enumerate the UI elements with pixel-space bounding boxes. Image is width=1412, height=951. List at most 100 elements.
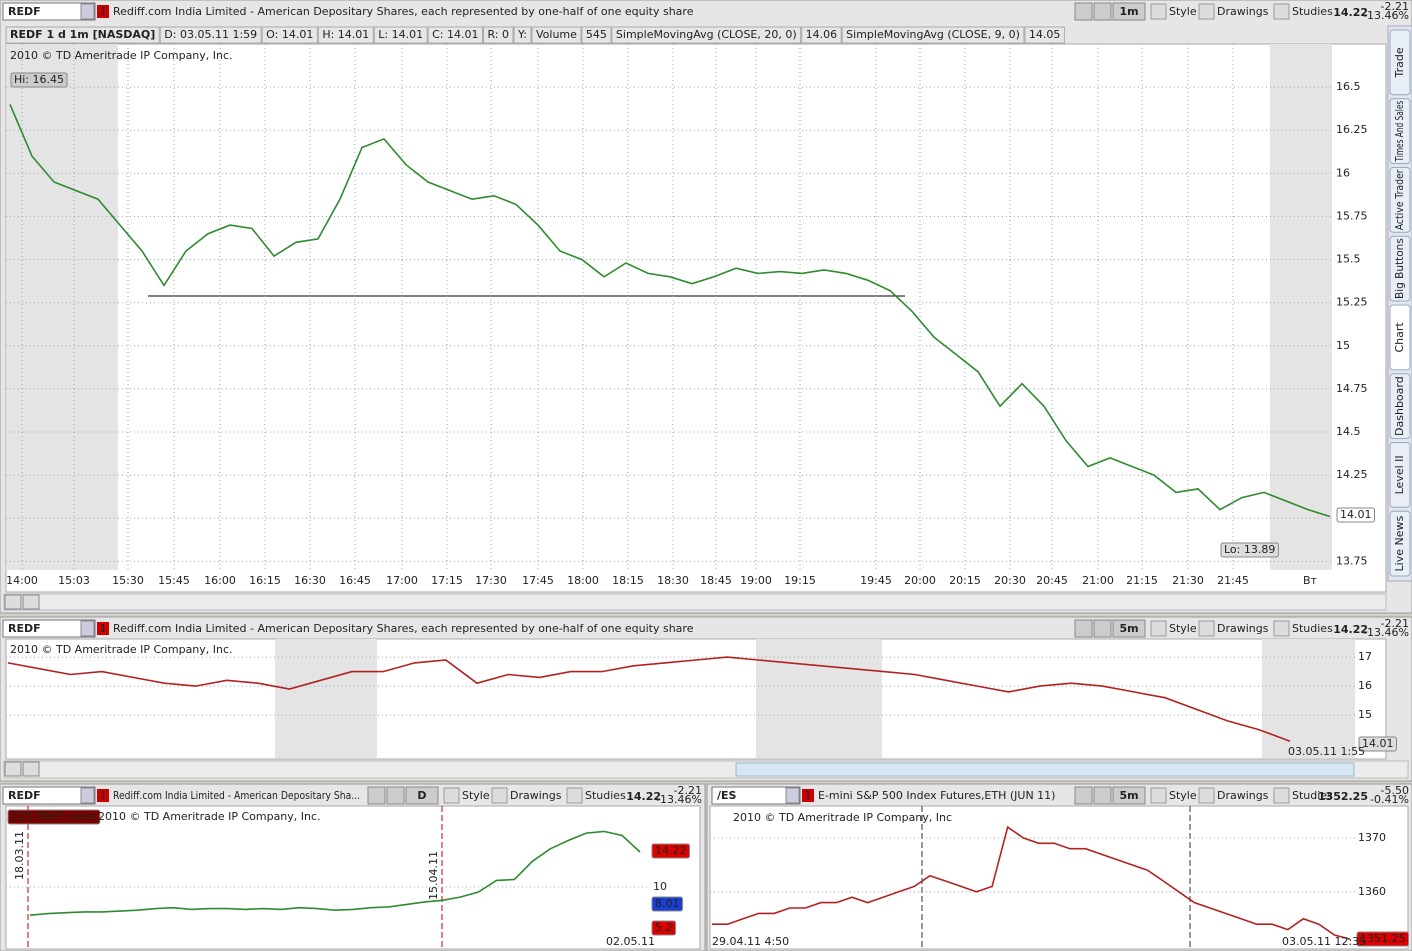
- symbol-dropdown[interactable]: [80, 787, 95, 804]
- side-tab-label[interactable]: Active Trader: [1393, 169, 1406, 230]
- info-field: C: 14.01: [432, 28, 478, 41]
- button-icon[interactable]: [1150, 787, 1167, 804]
- y-tick-label: 15: [1358, 708, 1372, 721]
- session-shade: [756, 639, 882, 758]
- toolbar-button[interactable]: Drawings: [1217, 622, 1269, 635]
- symbol-box[interactable]: [2, 2, 96, 21]
- symbol-box[interactable]: [2, 619, 96, 638]
- info-cell: [611, 26, 802, 44]
- x-tick-label: 15:30: [112, 574, 144, 587]
- button-icon[interactable]: [443, 787, 460, 804]
- button-icon[interactable]: [566, 787, 583, 804]
- side-tab-label[interactable]: Level II: [1393, 455, 1406, 494]
- tool-icon[interactable]: [1093, 619, 1112, 638]
- y-tick-label: 16.5: [1336, 80, 1361, 93]
- toolbar-button[interactable]: Studies: [1292, 789, 1333, 802]
- y-tick-label: 14.25: [1336, 468, 1368, 481]
- last-price: 14.22: [1333, 6, 1368, 19]
- button-icon[interactable]: [491, 787, 508, 804]
- net-change: -2.21: [674, 784, 702, 797]
- symbol-dropdown[interactable]: [80, 3, 95, 20]
- side-tab[interactable]: [1389, 235, 1411, 302]
- symbol-box[interactable]: [2, 786, 96, 805]
- side-tab-label[interactable]: Live News: [1393, 516, 1406, 572]
- session-shade: [1262, 639, 1355, 758]
- button-icon[interactable]: [1198, 787, 1215, 804]
- side-tab-label[interactable]: Dashboard: [1393, 376, 1406, 436]
- tool-icon[interactable]: [1074, 2, 1093, 21]
- info-cell: [483, 26, 514, 44]
- chart-label: 15.04.11: [427, 851, 440, 900]
- side-tab-label[interactable]: Big Buttons: [1393, 238, 1406, 299]
- tool-icon[interactable]: [386, 786, 405, 805]
- x-tick-label: 21:45: [1217, 574, 1249, 587]
- scroll-thumb[interactable]: [735, 762, 1355, 777]
- toolbar-button[interactable]: Drawings: [510, 789, 562, 802]
- button-icon[interactable]: [1273, 620, 1290, 637]
- side-tab[interactable]: [1389, 304, 1411, 371]
- aggregation-box[interactable]: [1112, 619, 1146, 638]
- side-tab-label[interactable]: Trade: [1393, 47, 1406, 78]
- tool-icon[interactable]: [1074, 619, 1093, 638]
- x-tick-label: 17:00: [386, 574, 418, 587]
- side-tab-label[interactable]: Times And Sales: [1393, 101, 1406, 163]
- x-tick-label: 16:30: [294, 574, 326, 587]
- toolbar-button[interactable]: Studies: [1292, 5, 1333, 18]
- side-tab[interactable]: [1389, 29, 1411, 96]
- chart-label: 8.01: [655, 897, 680, 910]
- y-tick-label: 17: [1358, 650, 1372, 663]
- aggregation: 1m: [1119, 5, 1138, 18]
- pan-button[interactable]: [4, 594, 22, 610]
- toolbar-button[interactable]: Drawings: [1217, 5, 1269, 18]
- toolbar-button[interactable]: Studies: [1292, 622, 1333, 635]
- chart-label: Lo: 13.89: [1224, 543, 1275, 556]
- button-icon[interactable]: [1273, 787, 1290, 804]
- link-number: 1: [100, 789, 107, 802]
- plot-area: [5, 805, 701, 950]
- toolbar-button[interactable]: Drawings: [1217, 789, 1269, 802]
- info-cell: [581, 26, 612, 44]
- symbol-box[interactable]: [711, 786, 801, 805]
- tool-icon[interactable]: [1074, 786, 1093, 805]
- link-icon[interactable]: [97, 789, 109, 802]
- session-shade: [275, 639, 377, 758]
- toolbar-button[interactable]: Style: [1169, 5, 1197, 18]
- net-change: -5.50: [1381, 784, 1409, 797]
- link-icon[interactable]: [802, 789, 814, 802]
- button-icon[interactable]: [1150, 620, 1167, 637]
- tool-icon[interactable]: [1093, 786, 1112, 805]
- button-icon[interactable]: [1150, 3, 1167, 20]
- chart-label: 225.9967 cents: [11, 810, 97, 823]
- button-icon[interactable]: [1273, 3, 1290, 20]
- zoom-button[interactable]: [22, 594, 40, 610]
- toolbar-button[interactable]: Studies: [585, 789, 626, 802]
- pan-button[interactable]: [4, 761, 22, 777]
- symbol-dropdown[interactable]: [80, 620, 95, 637]
- side-tab-label[interactable]: Chart: [1393, 322, 1406, 353]
- tool-icon[interactable]: [367, 786, 386, 805]
- y-tick-label: 1370: [1358, 831, 1386, 844]
- side-tab[interactable]: [1389, 167, 1411, 233]
- toolbar-button[interactable]: Style: [1169, 789, 1197, 802]
- side-tab[interactable]: [1389, 510, 1411, 577]
- toolbar-button[interactable]: Style: [1169, 622, 1197, 635]
- info-field: Volume: [536, 28, 577, 41]
- link-icon[interactable]: [97, 622, 109, 635]
- side-tab[interactable]: [1389, 98, 1411, 164]
- aggregation-box[interactable]: [405, 786, 439, 805]
- link-icon[interactable]: [97, 5, 109, 18]
- button-icon[interactable]: [1198, 620, 1215, 637]
- button-icon[interactable]: [1198, 3, 1215, 20]
- aggregation-box[interactable]: [1112, 786, 1146, 805]
- symbol-dropdown[interactable]: [785, 787, 800, 804]
- label-box: [1358, 736, 1397, 752]
- info-cell: [513, 26, 532, 44]
- side-tab[interactable]: [1389, 442, 1411, 508]
- zoom-button[interactable]: [22, 761, 40, 777]
- toolbar-button[interactable]: Style: [462, 789, 490, 802]
- tool-icon[interactable]: [1093, 2, 1112, 21]
- scrollbar[interactable]: [3, 593, 1387, 611]
- aggregation-box[interactable]: [1112, 2, 1146, 21]
- plot-area: [5, 638, 1387, 760]
- side-tab[interactable]: [1389, 373, 1411, 439]
